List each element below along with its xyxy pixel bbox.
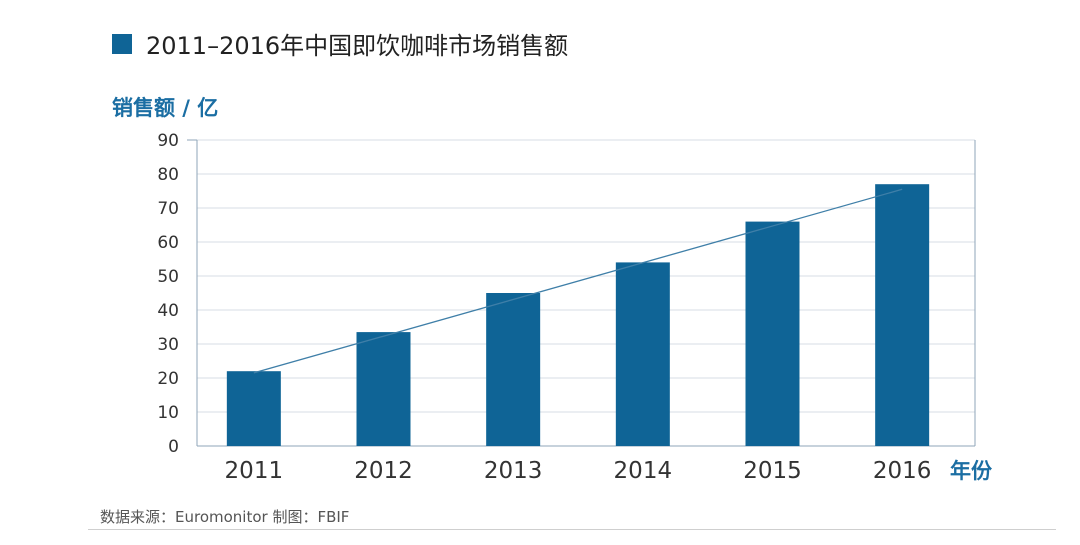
y-tick-label: 90 <box>157 131 179 151</box>
x-tick-label: 2015 <box>743 458 802 484</box>
chart-title: 2011–2016年中国即饮咖啡市场销售额 <box>146 32 569 60</box>
x-tick-label: 2012 <box>354 458 413 484</box>
x-axis-label: 年份 <box>950 459 993 483</box>
chart-title-row: 2011–2016年中国即饮咖啡市场销售额 <box>112 26 568 61</box>
gridlines <box>187 139 976 447</box>
bar-2015 <box>745 221 800 446</box>
y-tick-label: 50 <box>157 267 179 287</box>
bar-2013 <box>486 293 541 446</box>
source-note: 数据来源：Euromonitor 制图：FBIF <box>100 508 350 526</box>
bar-2011 <box>226 371 281 446</box>
bar-2012 <box>356 332 411 446</box>
y-tick-label: 20 <box>157 369 179 389</box>
trend-layer <box>253 188 903 374</box>
bottom-divider <box>88 529 1056 530</box>
tick-labels: 0 10 20 30 40 50 60 70 80 90 2011 2012 2013 2014 2015 2… <box>157 131 931 484</box>
y-tick-label: 60 <box>157 233 179 253</box>
y-tick-label: 10 <box>157 403 179 423</box>
y-tick-label: 0 <box>168 437 179 457</box>
bar-2016 <box>875 184 930 446</box>
trend-line <box>253 188 903 374</box>
x-tick-label: 2016 <box>873 458 932 484</box>
bars <box>226 184 930 446</box>
y-tick-label: 30 <box>157 335 179 355</box>
y-tick-label: 80 <box>157 165 179 185</box>
bar-2014 <box>615 262 670 446</box>
x-tick-label: 2011 <box>225 458 284 484</box>
y-tick-label: 40 <box>157 301 179 321</box>
legend-swatch <box>112 33 132 54</box>
y-axis-label: 销售额 / 亿 <box>112 96 219 120</box>
y-tick-label: 70 <box>157 199 179 219</box>
x-tick-label: 2014 <box>614 458 673 484</box>
x-tick-label: 2013 <box>484 458 543 484</box>
